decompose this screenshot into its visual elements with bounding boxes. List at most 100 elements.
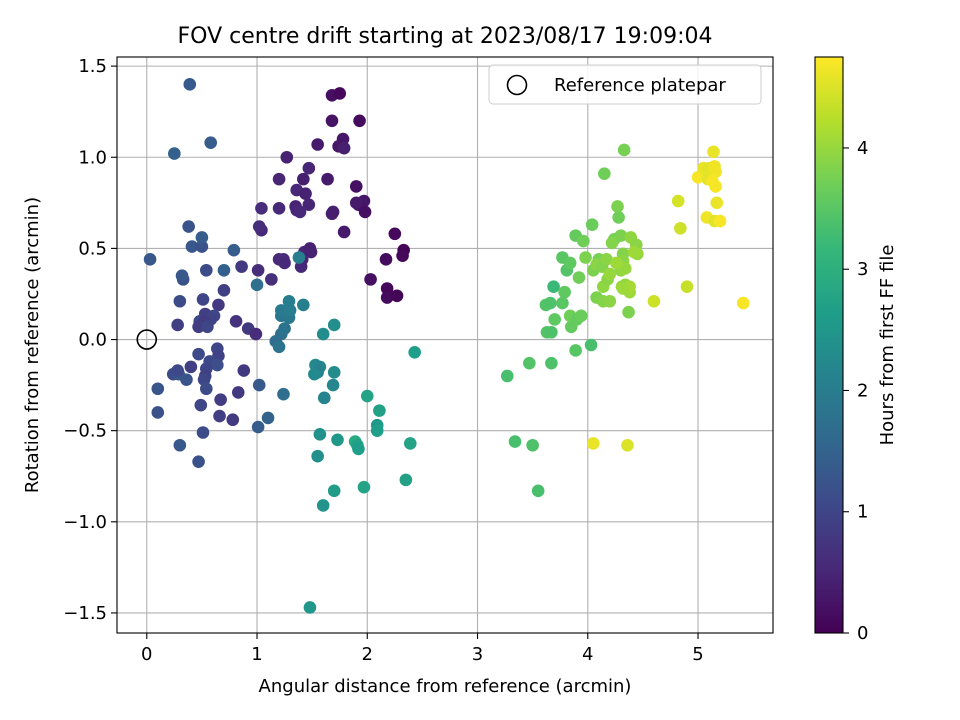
data-point [671,194,685,208]
data-point [226,413,240,427]
data-point [713,214,727,228]
data-point [143,253,157,266]
data-point [272,340,286,354]
data-point [408,345,421,359]
data-point [736,296,750,310]
x-axis-ticks: 0 1 2 3 4 5 [141,633,704,665]
data-point [214,393,227,406]
data-point [251,420,265,434]
data-point [337,225,351,239]
x-tick-label: 1 [251,644,262,665]
data-point [303,601,317,614]
data-point [379,253,393,266]
data-point [185,240,199,253]
data-point [272,172,286,186]
data-point [299,187,312,201]
legend-box [488,64,762,105]
data-point [585,218,599,231]
data-point [302,198,316,211]
data-point [349,180,363,193]
data-point [313,428,327,441]
data-point [196,293,210,306]
data-point [349,196,363,210]
data-point [622,305,635,319]
data-point [500,369,514,383]
colorbar [814,56,844,634]
y-tick-label: 0.5 [78,238,107,259]
data-point [579,251,592,264]
data-point [548,313,562,326]
data-point [584,338,598,352]
data-point [278,256,291,270]
data-point [331,433,344,447]
data-point [586,437,600,450]
x-tick-label: 3 [472,644,483,665]
data-point [311,138,324,151]
data-point [603,294,617,308]
data-point [211,358,224,372]
y-tick-label: 1.0 [78,147,107,168]
data-point [217,263,231,277]
data-point [403,437,417,450]
data-point [603,267,617,281]
y-tick-label: −0.5 [63,421,107,442]
colorbar-ticks: 0 1 2 3 4 [843,138,868,644]
data-point [183,78,197,91]
data-point [572,271,586,284]
data-point [292,251,306,264]
data-point [545,325,558,339]
legend: Reference platepar [488,64,762,105]
data-point [545,356,558,370]
data-point [237,364,251,377]
data-point [251,263,265,277]
data-point [283,304,297,317]
data-point [194,398,208,412]
x-tick-label: 5 [692,644,703,665]
data-point [311,449,324,463]
data-point [380,282,394,295]
data-point [227,243,241,257]
data-point [614,229,628,242]
data-point [353,114,366,128]
legend-marker-icon [506,74,528,96]
data-point [616,282,630,295]
data-point [272,201,286,215]
colorbar-tick-label: 3 [857,259,868,280]
data-point [217,284,231,297]
data-point [173,438,187,452]
data-point [308,367,321,381]
data-point [558,285,571,299]
data-point [598,167,611,180]
legend-label: Reference platepar [554,75,726,96]
data-point [277,387,290,401]
data-point [321,172,334,186]
y-axis-label: Rotation from reference (arcmin) [22,197,43,493]
data-point [337,141,351,155]
data-point [709,180,722,193]
data-point [327,366,341,379]
data-point [370,424,384,437]
data-point [297,298,310,312]
data-point [304,245,318,259]
data-point [182,220,195,233]
data-point [252,220,266,233]
data-point [282,294,296,308]
data-point [569,344,582,357]
data-point [358,205,372,219]
data-point [231,386,245,399]
chart-title: FOV centre drift starting at 2023/08/17 … [178,24,713,49]
reference-marker [136,329,158,350]
colorbar-tick-label: 2 [857,380,868,401]
data-point [627,245,641,259]
data-point [610,256,623,270]
data-point [563,256,577,270]
data-point [200,263,213,277]
data-point [265,273,278,286]
data-point [200,382,213,396]
data-point [274,304,288,317]
data-point [680,280,694,293]
data-point [171,318,184,332]
data-point [229,315,243,328]
data-point [249,327,263,341]
